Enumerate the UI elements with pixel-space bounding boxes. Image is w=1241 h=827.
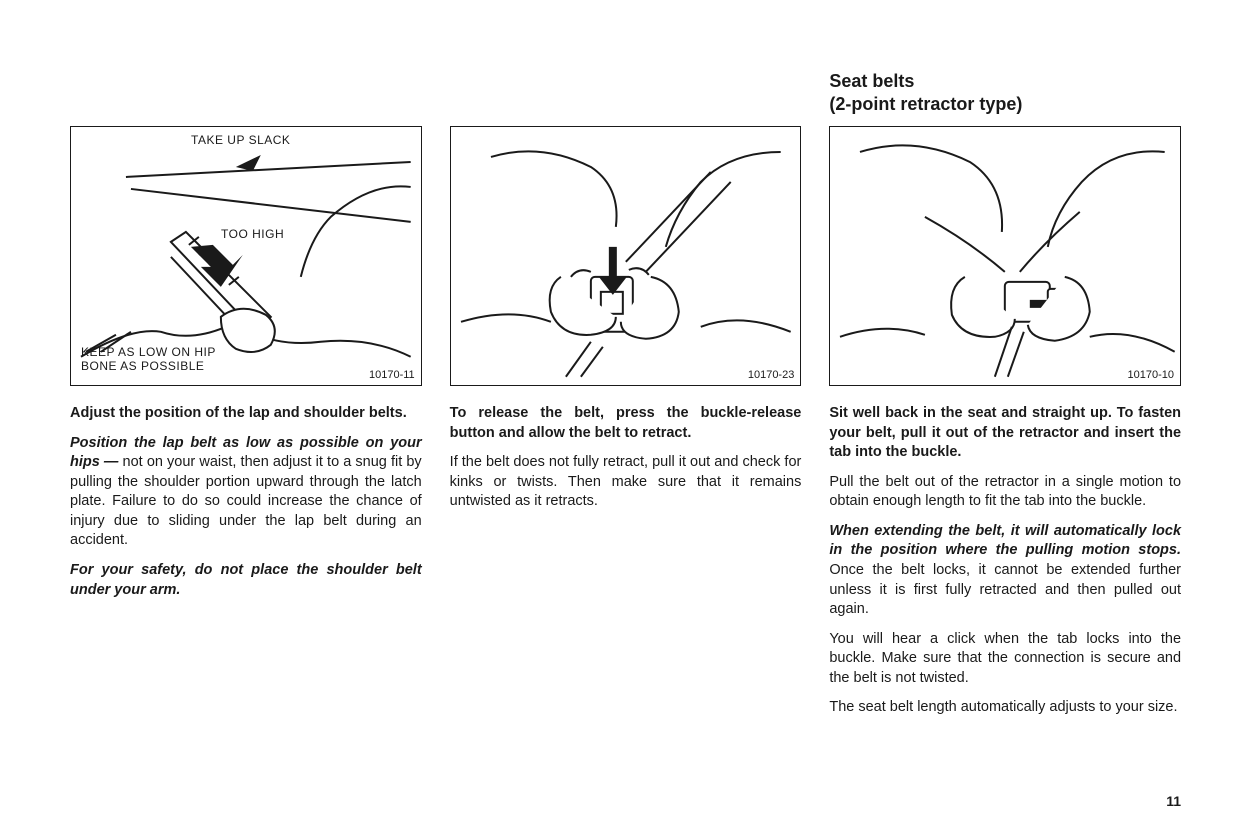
figure-3: 10170-10	[829, 126, 1181, 386]
figure-3-id: 10170-10	[1128, 369, 1175, 381]
col2-section-title	[450, 70, 802, 116]
col3-p1-r1: Pull the belt out of the retractor in a …	[829, 474, 1181, 510]
col2-p1: If the belt does not fully retract, pull…	[450, 453, 802, 512]
col3-p4: The seat belt length automatically adjus…	[829, 698, 1181, 718]
col1-lead: Adjust the position of the lap and shoul…	[70, 404, 422, 424]
col2-body: If the belt does not fully retract, pull…	[450, 453, 802, 522]
figure-1: TAKE UP SLACK TOO HIGH KEEP AS LOW ON HI…	[70, 126, 422, 386]
col3-p2-r2: Once the belt locks, it cannot be extend…	[829, 562, 1181, 617]
col1-body: Position the lap belt as low as possible…	[70, 434, 422, 611]
col2-p1-r1: If the belt does not fully retract, pull…	[450, 454, 802, 509]
col3-p3: You will hear a click when the tab locks…	[829, 630, 1181, 689]
col1-p1-r2: not on your waist, then adjust it to a s…	[70, 454, 422, 548]
col3-body: Pull the belt out of the retractor in a …	[829, 473, 1181, 728]
label-keep-low-1: KEEP AS LOW ON HIP	[81, 345, 216, 359]
label-too-high: TOO HIGH	[221, 227, 284, 241]
figure-2: 10170-23	[450, 126, 802, 386]
label-keep-low-2: BONE AS POSSIBLE	[81, 359, 204, 373]
col1-p2: For your safety, do not place the should…	[70, 561, 422, 600]
col3-p1: Pull the belt out of the retractor in a …	[829, 473, 1181, 512]
col3-lead: Sit well back in the seat and straight u…	[829, 404, 1181, 463]
col1-section-title	[70, 70, 422, 116]
page-content: TAKE UP SLACK TOO HIGH KEEP AS LOW ON HI…	[70, 70, 1181, 728]
figure-1-id: 10170-11	[369, 369, 415, 381]
label-take-up-slack: TAKE UP SLACK	[191, 133, 290, 147]
page-number: 11	[1166, 793, 1181, 809]
figure-3-svg	[830, 127, 1180, 387]
col2-lead: To release the belt, press the buckle-re…	[450, 404, 802, 443]
figure-2-svg	[451, 127, 801, 387]
figure-2-id: 10170-23	[748, 369, 795, 381]
column-3: Seat belts (2-point retractor type)	[829, 70, 1181, 728]
column-1: TAKE UP SLACK TOO HIGH KEEP AS LOW ON HI…	[70, 70, 422, 728]
col3-p4-r1: The seat belt length automatically adjus…	[829, 699, 1177, 715]
col1-p1: Position the lap belt as low as possible…	[70, 434, 422, 551]
column-2: 10170-23 To release the belt, press the …	[450, 70, 802, 728]
col3-p3-r1: You will hear a click when the tab locks…	[829, 631, 1181, 686]
col1-p2-r1: For your safety, do not place the should…	[70, 562, 422, 598]
col3-p2-r1: When extending the belt, it will automat…	[829, 523, 1181, 559]
col3-section-title: Seat belts (2-point retractor type)	[829, 70, 1181, 116]
col3-p2: When extending the belt, it will automat…	[829, 522, 1181, 620]
